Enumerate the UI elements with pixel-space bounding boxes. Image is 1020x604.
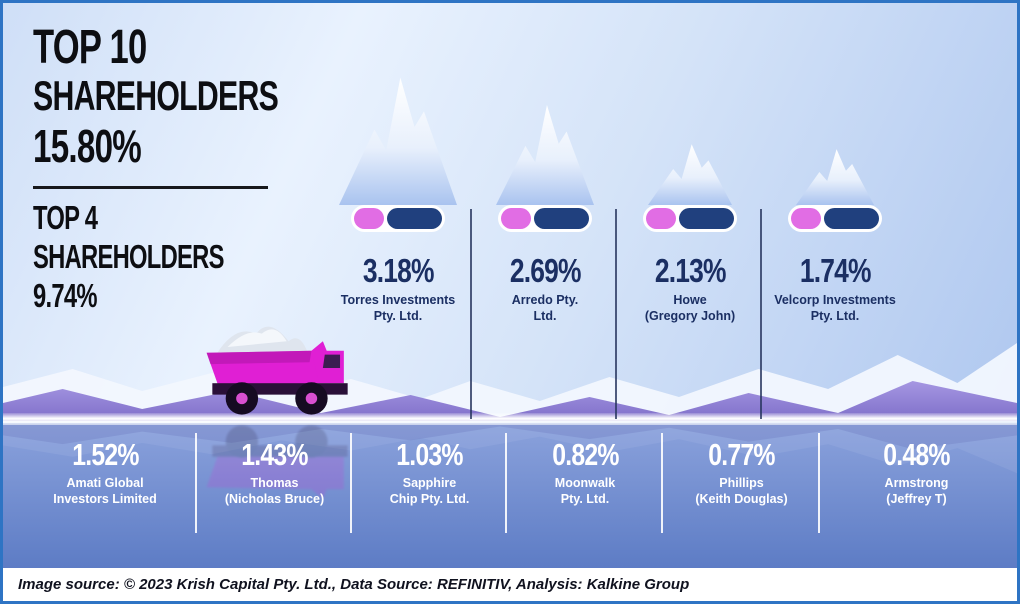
- column-separator: [661, 433, 663, 533]
- bottom-panel: [3, 423, 1017, 568]
- shareholder-name: Armstrong (Jeffrey T): [884, 476, 949, 506]
- shareholder-name: Sapphire Chip Pty. Ltd.: [389, 476, 470, 506]
- mountain-peak-icon: [339, 77, 457, 205]
- shareholder-percentage: 3.18%: [362, 252, 435, 289]
- pill-pink-segment: [791, 208, 821, 229]
- bottom-shareholder-5: 0.77% Phillips (Keith Douglas): [667, 437, 816, 507]
- shareholder-name: Velcorp Investments Pty. Ltd.: [774, 293, 896, 323]
- column-separator: [195, 433, 197, 533]
- shareholder-name: Arredo Pty. Ltd.: [511, 293, 579, 323]
- bottom-shareholder-6: 0.48% Armstrong (Jeffrey T): [824, 437, 1009, 507]
- pill-pink-segment: [646, 208, 676, 229]
- shareholder-percentage: 1.03%: [396, 437, 463, 472]
- column-separator: [818, 433, 820, 533]
- share-pill: [351, 205, 445, 232]
- footer: Image source: © 2023 Krish Capital Pty. …: [3, 568, 1017, 601]
- top-shareholder-3: 2.13% Howe (Gregory John): [617, 63, 763, 324]
- mountain-peak-icon: [796, 149, 874, 205]
- shareholder-percentage: 1.74%: [799, 252, 872, 289]
- shareholder-name: Phillips (Keith Douglas): [695, 476, 788, 506]
- shareholder-percentage: 0.48%: [883, 437, 950, 472]
- dump-truck-icon: [206, 326, 348, 415]
- mountain-peak-icon: [648, 144, 732, 205]
- pill-navy-segment: [679, 208, 734, 229]
- top-shareholder-2: 2.69% Arredo Pty. Ltd.: [472, 63, 618, 324]
- shareholder-name: Torres Investments Pty. Ltd.: [340, 293, 456, 323]
- share-pill: [788, 205, 882, 232]
- shareholder-name: Thomas (Nicholas Bruce): [224, 476, 325, 506]
- top10-value: 15.80%: [33, 119, 142, 172]
- shareholder-percentage: 0.82%: [551, 437, 619, 472]
- top4-label-line2: SHAREHOLDERS: [33, 238, 224, 276]
- pill-navy-segment: [387, 208, 442, 229]
- top-shareholder-1: 3.18% Torres Investments Pty. Ltd.: [325, 63, 471, 324]
- pill-navy-segment: [824, 208, 879, 229]
- shareholder-percentage: 1.52%: [71, 437, 139, 472]
- shareholder-name: Amati Global Investors Limited: [53, 476, 157, 506]
- pill-navy-segment: [534, 208, 589, 229]
- pill-pink-segment: [501, 208, 531, 229]
- share-pill: [498, 205, 592, 232]
- shareholder-percentage: 2.69%: [509, 252, 582, 289]
- water-line: [3, 413, 1017, 425]
- footer-source-text: Image source: © 2023 Krish Capital Pty. …: [18, 576, 690, 593]
- share-pill: [643, 205, 737, 232]
- bottom-shareholder-1: 1.52% Amati Global Investors Limited: [17, 437, 193, 507]
- shareholder-name: Moonwalk Pty. Ltd.: [554, 476, 616, 506]
- top10-label-line2: SHAREHOLDERS: [33, 72, 279, 120]
- top4-label-line1: TOP 4: [33, 199, 98, 237]
- shareholder-percentage: 1.43%: [241, 437, 308, 472]
- top-shareholder-4: 1.74% Velcorp Investments Pty. Ltd.: [762, 63, 908, 324]
- column-separator: [615, 209, 617, 419]
- mountain-reflection: [3, 424, 1017, 474]
- shareholder-percentage: 0.77%: [708, 437, 775, 472]
- column-separator: [505, 433, 507, 533]
- mountain-peak-icon: [496, 105, 594, 205]
- top10-label-line1: TOP 10: [33, 21, 147, 74]
- shareholder-percentage: 2.13%: [654, 252, 727, 289]
- shareholder-name: Howe (Gregory John): [644, 293, 736, 323]
- pill-pink-segment: [354, 208, 384, 229]
- column-separator: [470, 209, 472, 419]
- bottom-shareholder-4: 0.82% Moonwalk Pty. Ltd.: [511, 437, 659, 507]
- bottom-shareholder-2: 1.43% Thomas (Nicholas Bruce): [201, 437, 348, 507]
- truck-reflection: [206, 425, 348, 499]
- headline-divider: [33, 186, 268, 190]
- column-separator: [760, 209, 762, 419]
- top4-value: 9.74%: [33, 277, 97, 315]
- bottom-shareholder-3: 1.03% Sapphire Chip Pty. Ltd.: [356, 437, 503, 507]
- column-separator: [350, 433, 352, 533]
- mountain-range-graphic: [3, 343, 1017, 421]
- headline-block: TOP 10 SHAREHOLDERS 15.80% TOP 4 SHAREHO…: [33, 21, 373, 316]
